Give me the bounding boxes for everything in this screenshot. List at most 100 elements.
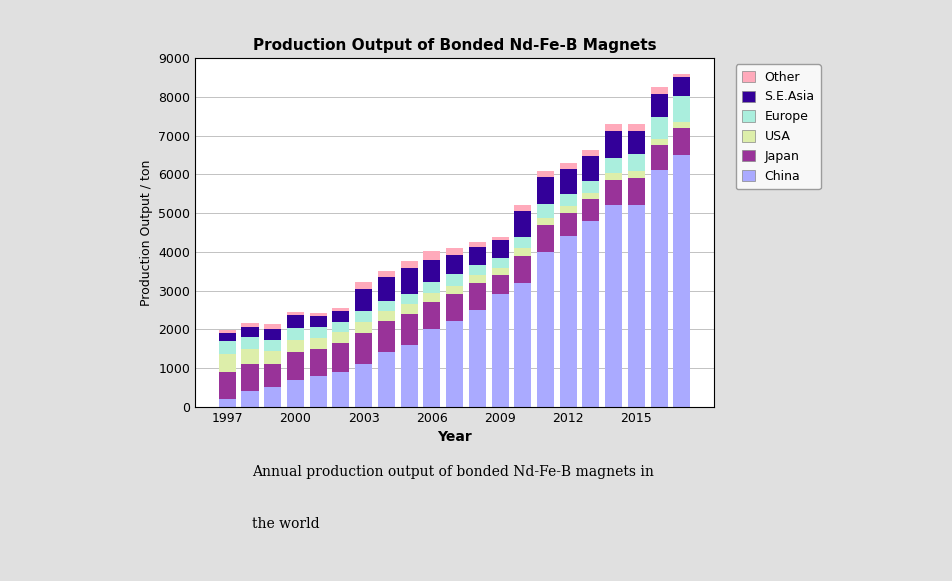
Bar	[424, 260, 441, 282]
Bar	[219, 333, 236, 341]
Bar	[583, 156, 600, 181]
Bar	[650, 139, 667, 145]
Bar	[446, 274, 463, 286]
Bar	[355, 311, 372, 322]
Bar	[537, 171, 554, 177]
Bar	[650, 170, 667, 407]
Bar	[605, 180, 623, 205]
Bar	[242, 391, 259, 407]
Bar	[605, 205, 623, 407]
Bar	[628, 171, 645, 178]
Bar	[287, 328, 304, 340]
Bar	[583, 181, 600, 193]
Bar	[332, 332, 349, 343]
Bar	[446, 255, 463, 274]
Bar	[219, 399, 236, 407]
Bar	[401, 293, 418, 304]
Bar	[605, 131, 623, 157]
Bar	[242, 337, 259, 349]
Bar	[355, 322, 372, 333]
Bar	[628, 205, 645, 407]
Bar	[491, 240, 508, 257]
Bar	[332, 311, 349, 322]
Bar	[650, 117, 667, 139]
Bar	[219, 341, 236, 354]
Bar	[219, 372, 236, 399]
Bar	[265, 329, 281, 340]
Bar	[583, 221, 600, 407]
Bar	[265, 340, 281, 350]
Bar	[583, 150, 600, 156]
Bar	[242, 364, 259, 391]
Bar	[332, 372, 349, 407]
Bar	[605, 157, 623, 173]
Bar	[514, 211, 531, 236]
Bar	[514, 283, 531, 407]
Bar	[650, 145, 667, 170]
Bar	[242, 327, 259, 337]
Bar	[424, 282, 441, 293]
Bar	[287, 312, 304, 315]
Bar	[468, 283, 486, 310]
Bar	[219, 330, 236, 333]
Bar	[332, 309, 349, 311]
Bar	[537, 204, 554, 218]
Y-axis label: Production Output / ton: Production Output / ton	[140, 159, 152, 306]
Bar	[355, 364, 372, 407]
Legend: Other, S.E.Asia, Europe, USA, Japan, China: Other, S.E.Asia, Europe, USA, Japan, Chi…	[736, 64, 821, 189]
Bar	[468, 247, 486, 264]
Bar	[673, 96, 690, 121]
Bar	[650, 94, 667, 117]
Text: Annual production output of bonded Nd-Fe-B magnets in: Annual production output of bonded Nd-Fe…	[252, 465, 654, 479]
Bar	[242, 324, 259, 327]
Text: the world: the world	[252, 517, 320, 531]
Bar	[424, 329, 441, 407]
Bar	[446, 248, 463, 255]
Bar	[309, 376, 327, 407]
Bar	[401, 345, 418, 407]
Bar	[378, 271, 395, 277]
Bar	[560, 169, 577, 195]
Bar	[560, 213, 577, 236]
Bar	[265, 364, 281, 388]
Bar	[650, 87, 667, 94]
Bar	[605, 173, 623, 180]
Bar	[446, 295, 463, 321]
Bar	[560, 206, 577, 213]
Bar	[673, 77, 690, 96]
Bar	[491, 237, 508, 240]
Bar	[309, 316, 327, 327]
Bar	[673, 74, 690, 77]
Bar	[378, 353, 395, 407]
Bar	[491, 295, 508, 407]
Bar	[309, 327, 327, 338]
Bar	[378, 321, 395, 353]
Bar	[378, 311, 395, 321]
Title: Production Output of Bonded Nd-Fe-B Magnets: Production Output of Bonded Nd-Fe-B Magn…	[253, 38, 656, 53]
Bar	[309, 349, 327, 376]
Bar	[378, 300, 395, 311]
Bar	[378, 277, 395, 300]
Bar	[332, 322, 349, 332]
Bar	[537, 225, 554, 252]
Bar	[628, 154, 645, 171]
Bar	[514, 236, 531, 248]
Bar	[446, 321, 463, 407]
Bar	[491, 257, 508, 268]
Bar	[673, 128, 690, 155]
Bar	[628, 131, 645, 154]
Bar	[401, 268, 418, 293]
Bar	[332, 343, 349, 372]
Bar	[309, 338, 327, 349]
Bar	[355, 333, 372, 364]
Bar	[468, 242, 486, 247]
Bar	[537, 177, 554, 204]
Bar	[491, 275, 508, 295]
Bar	[673, 121, 690, 128]
Bar	[401, 304, 418, 314]
Bar	[265, 388, 281, 407]
Bar	[514, 205, 531, 211]
Bar	[424, 302, 441, 329]
Bar	[265, 324, 281, 329]
Bar	[401, 261, 418, 268]
